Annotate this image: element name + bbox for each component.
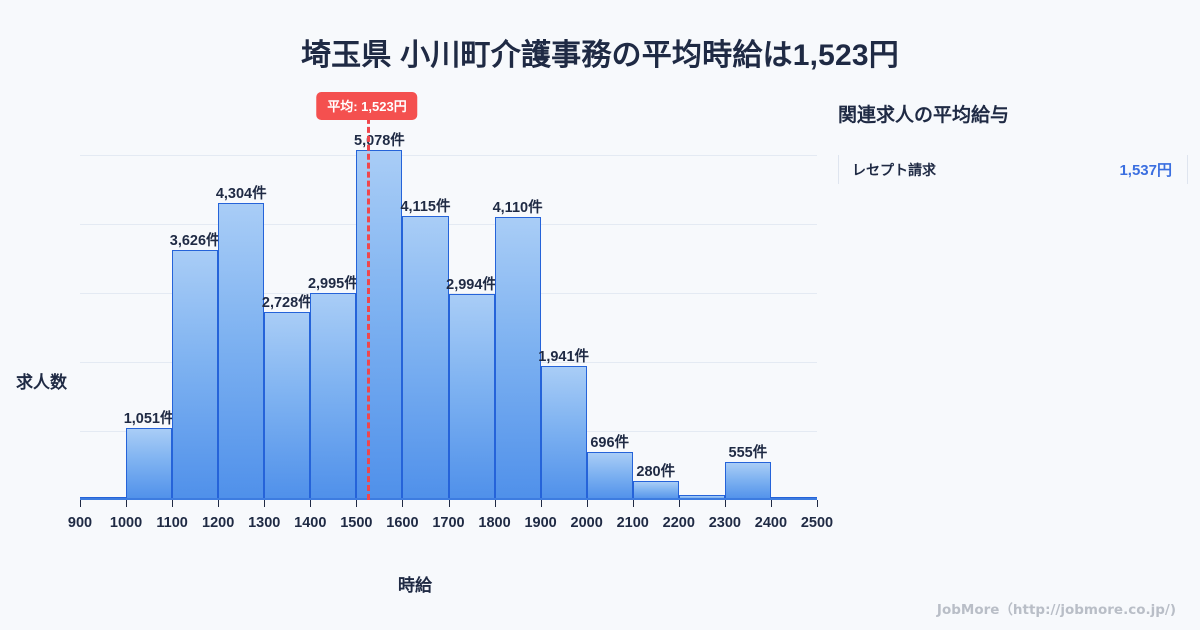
x-tick-label: 1600	[386, 515, 419, 531]
x-axis-title: 時給	[398, 576, 432, 595]
x-tick-label: 2000	[570, 515, 603, 531]
related-salary-title: 関連求人の平均給与	[838, 105, 1010, 126]
bar-value-label: 1,051件	[123, 410, 175, 427]
plot-area: 1,051件 3,626件 4,304件 2,728件 2,995件 5,078件 4,11…	[68, 92, 833, 531]
histogram-bar	[356, 149, 403, 500]
x-tick	[678, 500, 680, 507]
histogram-bar	[264, 311, 311, 500]
x-tick	[817, 500, 818, 507]
x-tick-label: 1900	[524, 515, 557, 531]
footer-watermark: JobMore（http://jobmore.co.jp/)	[936, 602, 1176, 618]
x-tick-label: 1200	[202, 515, 235, 531]
histogram-bar	[402, 216, 449, 500]
x-tick	[218, 500, 220, 507]
histogram-bar	[218, 203, 265, 500]
related-salary-label: レセプト請求	[852, 161, 936, 178]
gridline	[80, 155, 817, 157]
x-axis-line	[80, 498, 817, 500]
x-tick	[172, 500, 174, 507]
average-badge: 平均: 1,523円	[316, 92, 418, 120]
x-tick-label: 2200	[662, 515, 695, 531]
x-tick-label: 1800	[478, 515, 511, 531]
x-tick	[724, 500, 726, 507]
histogram-bar	[632, 480, 679, 500]
bar-value-label: 555件	[728, 444, 768, 461]
x-tick-label: 900	[67, 515, 93, 531]
x-tick	[770, 500, 772, 507]
histogram-bar	[494, 216, 541, 500]
histogram-bar	[448, 293, 495, 500]
bar-value-label: 5,078件	[354, 132, 405, 149]
x-tick	[540, 500, 542, 507]
histogram-bar	[724, 461, 771, 500]
y-axis-title: 求人数	[16, 373, 67, 392]
gridline	[80, 224, 817, 226]
bar-value-label: 4,115件	[400, 199, 451, 216]
average-line	[366, 100, 370, 500]
x-tick	[126, 500, 128, 507]
histogram-bar	[540, 366, 587, 500]
bar-value-label: 4,304件	[215, 186, 267, 203]
x-tick-label: 1300	[248, 515, 281, 531]
related-salary-panel: 関連求人の平均給与 レセプト請求 1,537円	[838, 100, 1188, 184]
bar-value-label: 280件	[636, 463, 676, 480]
histogram-bar	[172, 249, 219, 500]
bar-value-label: 1,941件	[538, 349, 590, 366]
related-salary-row[interactable]: レセプト請求 1,537円	[838, 155, 1188, 184]
x-tick	[356, 500, 358, 507]
x-tick-label: 2100	[616, 515, 649, 531]
x-tick	[586, 500, 588, 507]
x-tick-label: 2500	[800, 515, 834, 531]
x-tick-label: 2400	[754, 515, 788, 531]
x-tick-label: 1500	[340, 515, 373, 531]
x-tick	[448, 500, 450, 507]
related-salary-rows: レセプト請求 1,537円	[838, 155, 1188, 184]
x-tick-label: 1400	[294, 515, 327, 531]
x-tick	[494, 500, 496, 507]
bar-value-label: 4,110件	[492, 199, 543, 216]
bar-value-label: 3,626件	[169, 232, 221, 249]
x-tick-label: 1100	[156, 515, 188, 531]
x-tick	[264, 500, 266, 507]
bar-value-label: 696件	[590, 435, 630, 451]
bar-value-label: 2,994件	[446, 276, 497, 293]
histogram-chart: 求人数 時給 1,051件 3,626件 4,304件 2,728件 2,995件 5,0…	[0, 90, 833, 595]
page-title: 埼玉県 小川町介護事務の平均時給は1,523円	[300, 39, 899, 72]
histogram-bar	[126, 427, 173, 500]
x-tick-label: 1700	[432, 515, 465, 531]
bar-value-label: 2,995件	[307, 276, 359, 293]
x-tick	[80, 500, 81, 507]
histogram-bar	[310, 293, 357, 500]
bar-series: 1,051件 3,626件 4,304件 2,728件 2,995件 5,078件 4,11…	[80, 100, 817, 500]
histogram-bar	[678, 494, 725, 500]
x-tick	[310, 500, 312, 507]
x-tick	[402, 500, 404, 507]
x-tick-label: 2300	[708, 515, 742, 531]
histogram-bar	[586, 452, 633, 500]
related-salary-value: 1,537円	[1119, 162, 1172, 179]
x-tick	[632, 500, 634, 507]
x-tick-label: 1000	[109, 515, 143, 531]
bar-value-label: 2,728件	[261, 294, 313, 311]
